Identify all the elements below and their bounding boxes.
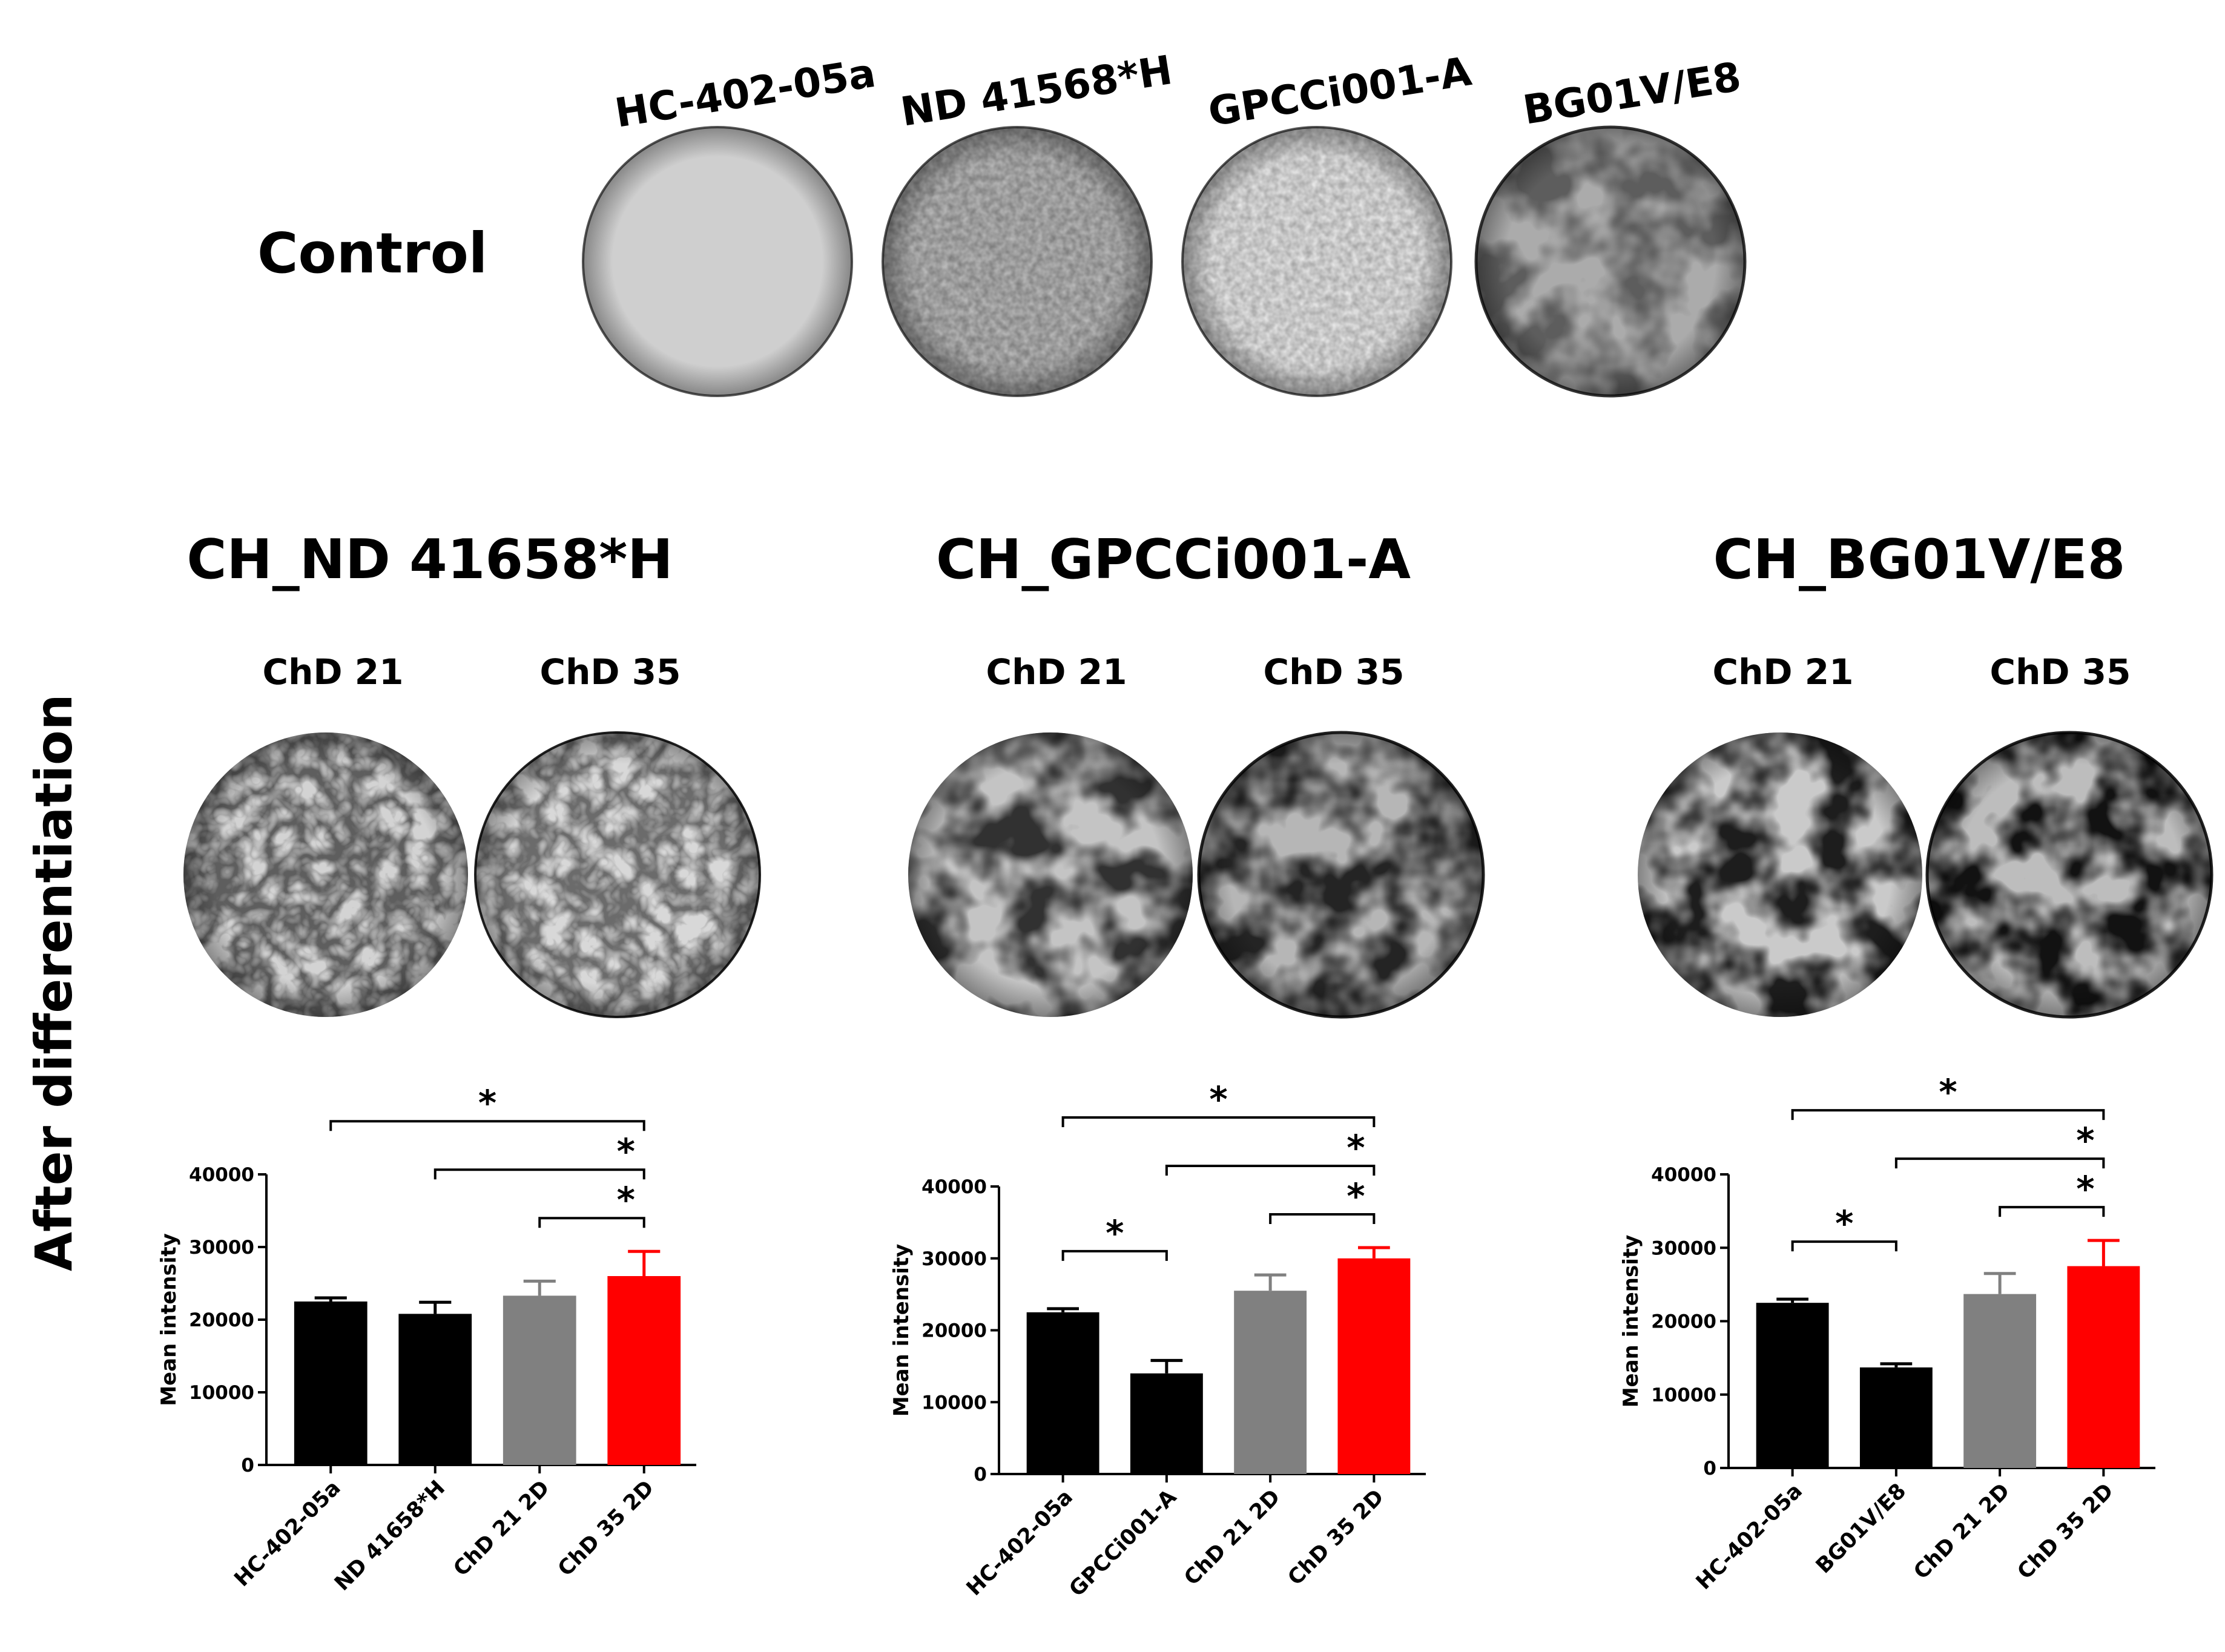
control-well-2: GPCCi001-A [1181,48,1474,397]
after-differentiation-label: After differentiation [24,694,84,1271]
bar-chart-0: 0 10000 20000 30000 40000 Mean intensity HC-40… [157,1082,696,1596]
significance-star: * [2076,1120,2094,1161]
y-tick-label: 0 [974,1464,987,1486]
significance-bracket [1061,1116,1376,1127]
control-well-0: HC-402-05a [582,50,878,397]
panel-1: CH_GPCCi001-A ChD 21 ChD 35 [908,528,1485,1019]
y-tick-label: 10000 [1651,1384,1716,1406]
bar [1859,1367,1933,1468]
panel-2: CH_BG01V/E8 ChD 21 ChD 35 [1638,528,2213,1019]
y-tick-label: 0 [1703,1458,1716,1479]
significance-bracket [1165,1164,1376,1176]
day-label: ChD 35 [540,651,681,693]
y-tick-label: 40000 [921,1176,987,1198]
control-well-1: ND 41568*H [882,47,1175,397]
significance-bracket [1791,1240,1897,1252]
bar-chart-2: 0 10000 20000 30000 40000 Mean intensity HC-40… [1619,1071,2155,1594]
category-label: BG01V/E8 [1811,1479,1911,1578]
day-label: ChD 35 [1264,651,1405,693]
significance-bracket [329,1120,645,1131]
bar [294,1302,368,1465]
control-well-label: ND 41568*H [897,47,1175,136]
significance-bracket [433,1168,645,1180]
significance-star: * [617,1179,635,1220]
y-tick-label: 20000 [921,1320,987,1342]
category-label: GPCCi001-A [1065,1485,1182,1602]
y-axis-label: Mean intensity [157,1233,181,1406]
significance-star: * [1106,1213,1124,1254]
y-tick-label: 10000 [189,1382,254,1404]
control-well-label: BG01V/E8 [1520,53,1744,134]
bar [1026,1312,1099,1474]
significance-bracket [1791,1109,2105,1121]
y-tick-label: 30000 [189,1237,254,1259]
category-label: ChD 35 2D [553,1476,659,1581]
significance-bracket [538,1217,645,1228]
significance-star: * [1347,1176,1365,1217]
bar-chart-1: 0 10000 20000 30000 40000 Mean intensity HC-40… [889,1079,1426,1602]
bar [2067,1266,2140,1468]
control-well-3: BG01V/E8 [1474,53,1747,398]
day-label: ChD 21 [1713,651,1854,693]
well-chd35 [1925,731,2213,1019]
well-chd35 [1197,731,1485,1019]
category-label: HC-402-05a [962,1485,1078,1601]
control-well-label: HC-402-05a [611,50,878,137]
panel-title: CH_BG01V/E8 [1713,528,2126,591]
bar [1756,1303,1829,1468]
y-tick-label: 0 [241,1455,254,1476]
category-label: ChD 21 2D [1909,1479,2014,1584]
significance-bracket [1061,1249,1168,1261]
bar [1337,1258,1411,1474]
category-label: ChD 35 2D [1284,1485,1389,1590]
significance-bracket [1894,1157,2105,1169]
day-label: ChD 21 [263,651,404,693]
well-chd21 [183,732,468,1017]
significance-bracket [1999,1206,2105,1217]
y-tick-label: 30000 [921,1248,987,1270]
bar [398,1314,472,1465]
category-label: ChD 21 2D [1179,1485,1285,1590]
category-label: ND 41658*H [330,1476,450,1596]
panel-title: CH_GPCCi001-A [936,528,1411,591]
well-chd21 [1638,732,1922,1017]
y-axis-label: Mean intensity [889,1244,914,1417]
day-label: ChD 21 [986,651,1127,693]
significance-star: * [1835,1203,1853,1244]
y-tick-label: 40000 [1651,1164,1716,1186]
significance-bracket [1269,1213,1376,1224]
y-tick-label: 10000 [921,1392,987,1413]
significance-star: * [478,1082,496,1124]
bar [1963,1294,2037,1468]
y-tick-label: 20000 [189,1309,254,1331]
well-chd35 [474,731,761,1018]
well-chd21 [908,732,1193,1017]
bar [503,1295,576,1465]
significance-star: * [1347,1127,1365,1168]
y-tick-label: 30000 [1651,1237,1716,1259]
panel-title: CH_ND 41658*H [186,528,673,591]
category-label: HC-402-05a [230,1476,346,1591]
significance-star: * [1939,1071,1957,1113]
control-well-label: GPCCi001-A [1205,48,1474,136]
significance-star: * [1209,1079,1227,1120]
category-label: ChD 35 2D [2013,1479,2118,1584]
y-axis-label: Mean intensity [1619,1235,1643,1408]
panel-0: CH_ND 41658*H ChD 21 ChD 35 [183,528,761,1018]
bar [607,1276,681,1465]
y-tick-label: 40000 [189,1164,254,1186]
category-label: HC-402-05a [1692,1479,1807,1594]
significance-star: * [617,1131,635,1172]
bar [1130,1373,1203,1474]
day-label: ChD 35 [1990,651,2131,693]
significance-star: * [2076,1168,2094,1209]
y-tick-label: 20000 [1651,1311,1716,1333]
bar [1234,1291,1307,1474]
control-row-label: Control [257,221,487,286]
category-label: ChD 21 2D [449,1476,555,1581]
